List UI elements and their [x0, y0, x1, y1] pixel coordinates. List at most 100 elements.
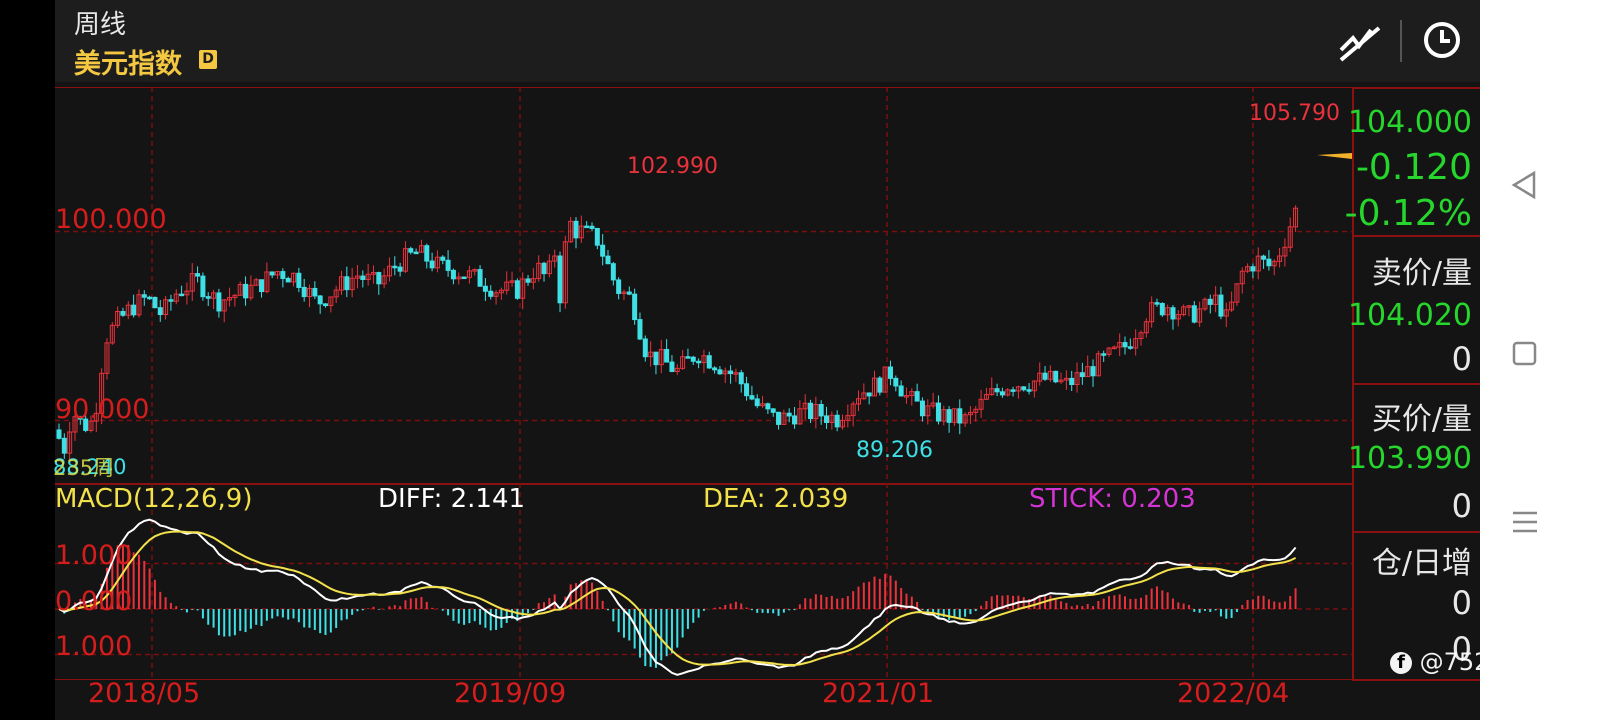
- candle-body: [200, 275, 206, 298]
- high-label-2: 105.790: [1249, 101, 1340, 126]
- candle-body: [243, 283, 249, 299]
- candle-body: [472, 269, 478, 272]
- candle-body: [408, 248, 414, 253]
- system-nav-bar: [1480, 0, 1600, 720]
- candle-body: [1090, 366, 1096, 377]
- candle-body: [818, 403, 824, 417]
- candle-body: [749, 395, 755, 400]
- candle-body: [1261, 255, 1267, 260]
- kline-chart[interactable]: [55, 87, 1352, 680]
- candle-body: [413, 251, 419, 255]
- app-background: [55, 0, 1480, 720]
- candle-body: [925, 405, 931, 417]
- candle-body: [488, 290, 494, 297]
- candle-body: [509, 280, 515, 283]
- candle-body: [72, 416, 78, 433]
- candle-body: [765, 403, 771, 410]
- candle-body: [866, 392, 872, 397]
- candle-body: [1069, 377, 1075, 386]
- candle-body: [248, 284, 254, 299]
- candle-body: [669, 361, 675, 372]
- candle-body: [232, 294, 238, 299]
- candle-body: [1175, 314, 1181, 320]
- x-date-1: 2018/05: [88, 678, 201, 709]
- candle-body: [434, 256, 440, 269]
- candle-body: [1223, 309, 1229, 317]
- candle-body: [893, 377, 899, 387]
- candle-body: [498, 289, 504, 294]
- candle-body: [1138, 332, 1144, 340]
- candle-body: [1239, 270, 1245, 285]
- candle-body: [658, 348, 664, 366]
- macd-diff: DIFF: 2.141: [378, 484, 526, 514]
- candle-body: [877, 377, 883, 393]
- candle-body: [349, 277, 355, 291]
- candle-body: [1127, 346, 1133, 349]
- candle-body: [637, 319, 643, 340]
- candle-body: [493, 292, 499, 297]
- candle-body: [648, 351, 654, 358]
- candle-body: [999, 391, 1005, 396]
- panel-divider-2: [1352, 383, 1480, 385]
- candle-body: [370, 272, 376, 275]
- candle-body: [978, 398, 984, 410]
- candle-body: [296, 272, 302, 288]
- candle-body: [594, 227, 600, 246]
- home-icon[interactable]: [1512, 341, 1538, 367]
- open-interest-label: 仓/日增: [1371, 546, 1472, 581]
- candle-body: [1037, 372, 1043, 382]
- candle-body: [141, 294, 147, 298]
- facebook-icon: f: [1390, 652, 1412, 674]
- candle-body: [983, 394, 989, 400]
- candle-body: [626, 291, 632, 295]
- candle-body: [216, 292, 222, 312]
- candle-body: [616, 279, 622, 294]
- candle-body: [1063, 377, 1069, 381]
- candle-body: [1202, 298, 1208, 310]
- menu-icon[interactable]: [1511, 508, 1539, 536]
- macd-name[interactable]: MACD(12,26,9): [55, 484, 253, 514]
- candle-body: [211, 292, 217, 299]
- candle-body: [722, 370, 728, 375]
- symbol-name[interactable]: 美元指数: [74, 49, 182, 80]
- candle-body: [450, 269, 456, 280]
- candle-body: [109, 324, 115, 344]
- macd-y-0: 0.000: [55, 586, 133, 617]
- period-label[interactable]: 周线: [74, 10, 127, 40]
- candle-body: [754, 398, 760, 407]
- candle-body: [962, 414, 968, 424]
- candle-body: [397, 266, 403, 272]
- candle-body: [1154, 302, 1160, 305]
- candle-body: [195, 273, 201, 277]
- candle-body: [1266, 258, 1272, 267]
- candle-body: [1170, 307, 1176, 320]
- candle-body: [1021, 386, 1027, 391]
- candle-body: [147, 296, 153, 300]
- candle-body: [946, 409, 952, 423]
- candle-body: [1181, 306, 1187, 316]
- ask-label: 卖价/量: [1371, 256, 1472, 291]
- candle-body: [994, 388, 1000, 393]
- candle-body: [525, 278, 531, 283]
- candle-body: [93, 412, 99, 422]
- candle-body: [477, 269, 483, 287]
- candlestick-series: [56, 205, 1299, 460]
- candle-body: [1005, 389, 1011, 396]
- candle-body: [1101, 353, 1107, 356]
- candle-body: [600, 244, 606, 257]
- back-icon[interactable]: [1510, 170, 1538, 200]
- candle-body: [99, 372, 105, 414]
- candle-body: [642, 338, 648, 358]
- candle-body: [701, 355, 707, 364]
- candle-body: [131, 304, 137, 316]
- dea-line: [58, 530, 1297, 667]
- candle-body: [88, 420, 94, 431]
- candle-body: [621, 291, 627, 295]
- open-interest-increase: 0: [1451, 630, 1472, 668]
- candle-body: [520, 278, 526, 299]
- clock-icon[interactable]: [1422, 20, 1462, 60]
- candle-body: [1165, 307, 1171, 316]
- draw-line-icon[interactable]: [1337, 20, 1383, 62]
- candle-body: [770, 408, 776, 413]
- candle-body: [333, 289, 339, 298]
